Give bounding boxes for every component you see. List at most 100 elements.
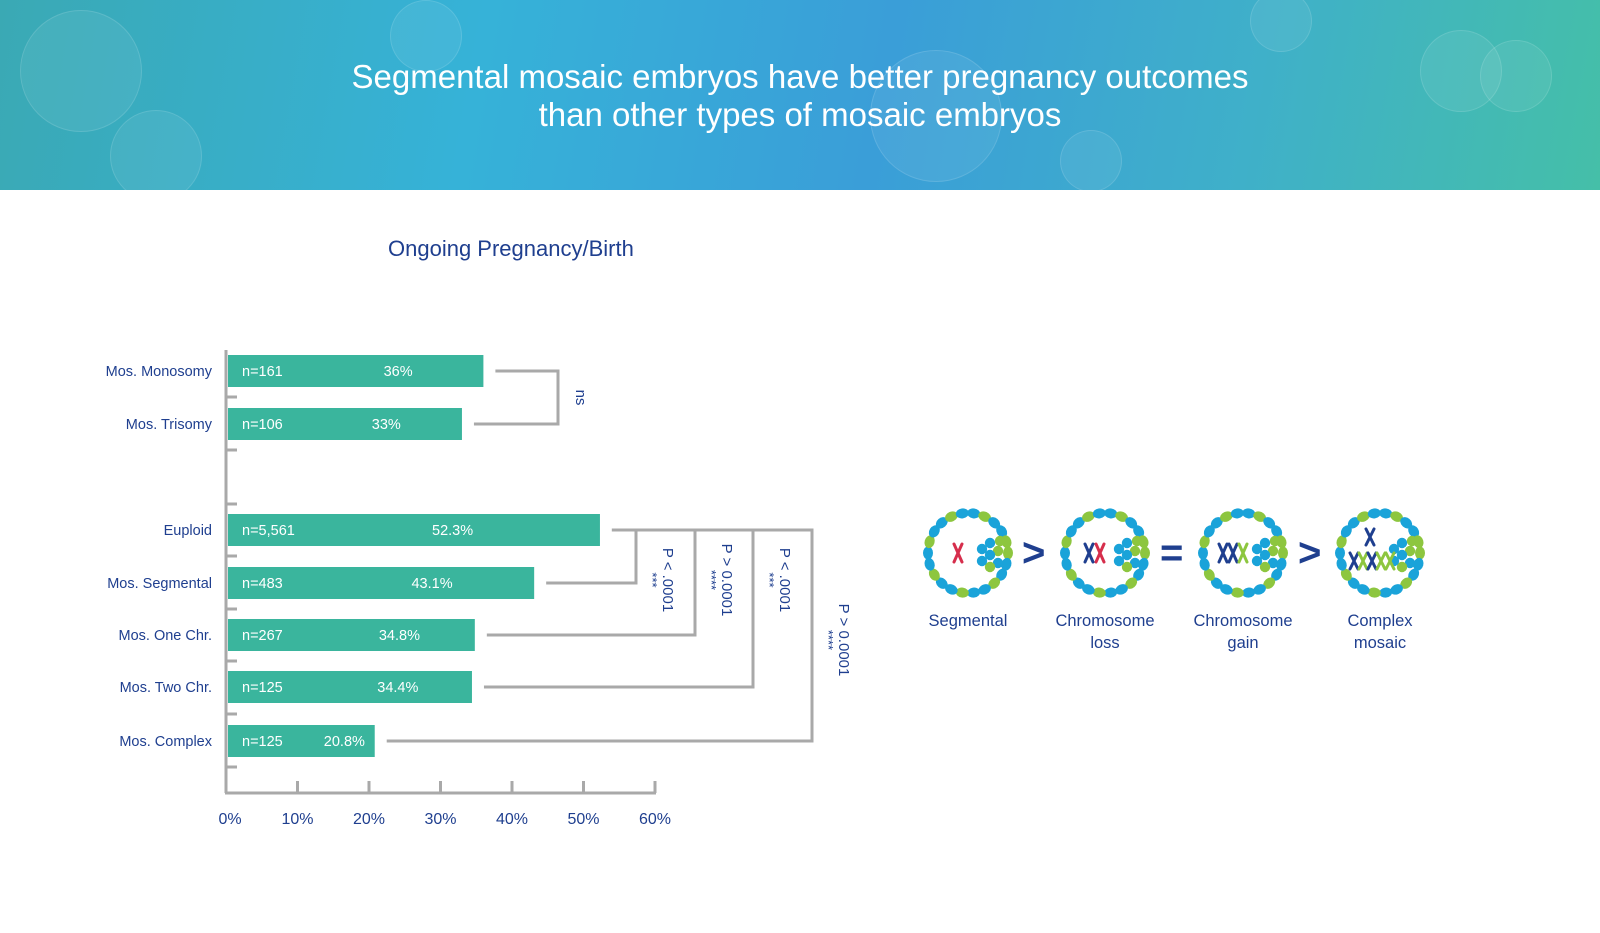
significance-bracket — [386, 528, 814, 743]
x-tick-label: 20% — [353, 811, 385, 828]
trophectoderm-cell — [1104, 587, 1118, 598]
inner-cell — [984, 537, 996, 549]
page-title-line-1: Segmental mosaic embryos have better pre… — [351, 58, 1249, 95]
significance-stars: *** — [762, 572, 777, 587]
trophectoderm-cell — [1379, 587, 1393, 598]
inner-cell — [984, 549, 996, 561]
trophectoderm-cell — [967, 587, 981, 598]
trophectoderm-cell — [996, 525, 1008, 538]
trophectoderm-cell — [1210, 517, 1223, 529]
category-label: Mos. Segmental — [107, 576, 212, 592]
bar — [228, 567, 535, 599]
bar-n-label: n=125 — [242, 680, 283, 696]
trophectoderm-cell — [1210, 577, 1223, 589]
trophectoderm-cell — [1390, 584, 1403, 595]
trophectoderm-cell — [1065, 568, 1077, 581]
trophectoderm-cell — [1242, 587, 1256, 598]
trophectoderm-cell — [1072, 517, 1085, 529]
trophectoderm-cell — [1408, 525, 1420, 538]
chromosome-icon — [1366, 551, 1378, 571]
inner-cell — [1259, 537, 1271, 549]
bar — [228, 619, 475, 651]
p-value-label: ns — [572, 390, 589, 406]
category-label: Mos. Complex — [119, 734, 212, 750]
trophectoderm-cell — [1278, 546, 1288, 560]
trophectoderm-cell — [1390, 511, 1403, 522]
trophectoderm-cell — [1271, 568, 1283, 581]
mosaic-type-diagram: Segmental > Chromosome loss = Chromosome… — [923, 505, 1460, 665]
trophectoderm-cell — [1199, 557, 1210, 571]
p-value-label: P > 0.0001 — [718, 544, 735, 617]
significance-bracket — [483, 528, 755, 689]
trophectoderm-cell — [1357, 511, 1370, 522]
trophectoderm-cell — [928, 525, 940, 538]
x-tick-label: 60% — [639, 811, 671, 828]
chromosome-icon — [1094, 542, 1106, 564]
bar-value-label: 43.1% — [411, 576, 452, 592]
inner-cell — [1396, 561, 1408, 573]
bar-value-label: 33% — [372, 417, 401, 433]
trophectoderm-cell — [1138, 557, 1149, 571]
trophectoderm-cell — [1400, 517, 1413, 529]
trophectoderm-cell — [1003, 546, 1013, 560]
trophectoderm-cell — [928, 568, 940, 581]
chromosome-icon — [1217, 542, 1229, 564]
trophectoderm-cell — [1104, 508, 1118, 519]
bar-value-label: 34.8% — [379, 628, 420, 644]
chromosome-icon — [1348, 551, 1360, 571]
category-label: Euploid — [164, 523, 212, 539]
trophectoderm-cell — [1336, 557, 1347, 571]
bar — [228, 671, 472, 703]
inner-cell — [1267, 545, 1279, 557]
bar — [228, 408, 462, 440]
chromosome-loss-embryo-icon — [1060, 508, 1150, 598]
bar-chart: 0% 10% 20% 30% 40% 50% 60% Mos. Monosomy n=161 36… — [106, 350, 852, 828]
inner-cell — [1259, 549, 1271, 561]
trophectoderm-cell — [1072, 577, 1085, 589]
inner-cell — [992, 545, 1004, 557]
p-value-label: P < .0001 — [659, 548, 676, 612]
trophectoderm-cell — [1061, 557, 1072, 571]
trophectoderm-cell — [1198, 546, 1208, 560]
inner-cell — [976, 543, 988, 555]
trophectoderm-cell — [1357, 584, 1370, 595]
trophectoderm-cell — [1133, 568, 1145, 581]
trophectoderm-cell — [988, 517, 1001, 529]
trophectoderm-cell — [1060, 546, 1070, 560]
chromosome-icon — [1237, 542, 1249, 564]
trophectoderm-cell — [1271, 525, 1283, 538]
trophectoderm-cell — [1340, 568, 1352, 581]
bar-n-label: n=483 — [242, 576, 283, 592]
bar-value-label: 52.3% — [432, 523, 473, 539]
inner-cell — [1113, 543, 1125, 555]
trophectoderm-cell — [1415, 546, 1425, 560]
trophectoderm-cell — [1336, 535, 1347, 549]
diagram-label: Complex mosaic — [1347, 612, 1413, 652]
trophectoderm-cell — [1230, 587, 1244, 598]
trophectoderm-cell — [1133, 525, 1145, 538]
inner-cell — [1121, 561, 1133, 573]
trophectoderm-cell — [1408, 568, 1420, 581]
trophectoderm-cell — [1367, 508, 1381, 519]
trophectoderm-cell — [967, 508, 981, 519]
trophectoderm-cell — [1276, 557, 1287, 571]
bar-n-label: n=5,561 — [242, 523, 295, 539]
trophectoderm-cell — [1335, 546, 1345, 560]
trophectoderm-cell — [1092, 508, 1106, 519]
complex-mosaic-embryo-icon — [1335, 508, 1425, 598]
page-title: Segmental mosaic embryos have better pre… — [0, 58, 1600, 134]
trophectoderm-cell — [1115, 584, 1128, 595]
trophectoderm-cell — [1140, 546, 1150, 560]
inner-cell — [1131, 535, 1143, 547]
trophectoderm-cell — [1253, 511, 1266, 522]
trophectoderm-cell — [1242, 508, 1256, 519]
x-tick-label: 10% — [281, 811, 313, 828]
trophectoderm-cell — [1400, 577, 1413, 589]
trophectoderm-cell — [1061, 535, 1072, 549]
header-banner: Segmental mosaic embryos have better pre… — [0, 0, 1600, 190]
trophectoderm-cell — [1263, 577, 1276, 589]
chromosome-icon — [1227, 542, 1239, 564]
trophectoderm-cell — [945, 511, 958, 522]
inner-cell — [1396, 537, 1408, 549]
trophectoderm-cell — [978, 584, 991, 595]
